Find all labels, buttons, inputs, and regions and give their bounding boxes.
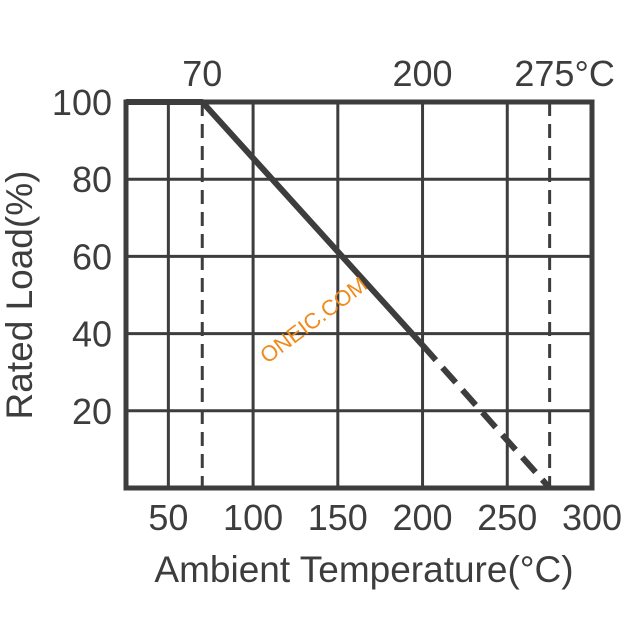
x-tick-200: 200 xyxy=(393,497,453,538)
y-axis-title: Rated Load(%) xyxy=(0,171,40,420)
x-axis-title: Ambient Temperature(°C) xyxy=(154,549,573,590)
y-tick-100: 100 xyxy=(52,82,112,123)
x-tick-100: 100 xyxy=(223,497,283,538)
x-tick-250: 250 xyxy=(477,497,537,538)
top-label-275: 275°C xyxy=(514,53,614,94)
top-label-200: 200 xyxy=(393,53,453,94)
top-reference-labels: 70 200 275°C xyxy=(182,53,615,94)
x-tick-150: 150 xyxy=(308,497,368,538)
x-tick-labels: 50 100 150 200 250 300 xyxy=(148,497,622,538)
reference-lines xyxy=(200,102,552,488)
curve-solid-segment xyxy=(126,99,425,348)
curve-dashed-segment xyxy=(420,343,552,490)
watermark: ONEIC.COM xyxy=(255,272,372,368)
y-tick-80: 80 xyxy=(72,159,112,200)
y-tick-20: 20 xyxy=(72,391,112,432)
top-label-70: 70 xyxy=(182,53,222,94)
y-tick-40: 40 xyxy=(72,314,112,355)
y-tick-60: 60 xyxy=(72,236,112,277)
x-tick-50: 50 xyxy=(148,497,188,538)
derating-curve xyxy=(126,99,552,490)
x-tick-300: 300 xyxy=(562,497,622,538)
y-tick-labels: 20 40 60 80 100 xyxy=(52,82,112,432)
plot-frame xyxy=(123,99,595,491)
